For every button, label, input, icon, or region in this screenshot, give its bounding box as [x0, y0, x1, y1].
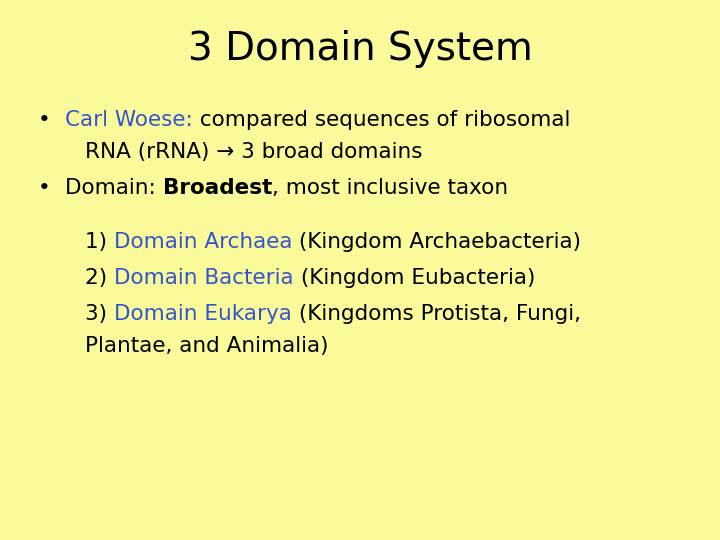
Text: 2): 2): [85, 268, 114, 288]
Text: 1): 1): [85, 232, 114, 252]
Text: Carl Woese:: Carl Woese:: [65, 110, 193, 130]
Text: Plantae, and Animalia): Plantae, and Animalia): [85, 336, 328, 356]
Text: (Kingdoms Protista, Fungi,: (Kingdoms Protista, Fungi,: [292, 304, 581, 324]
Text: Domain:: Domain:: [65, 178, 163, 198]
Text: compared sequences of ribosomal: compared sequences of ribosomal: [193, 110, 570, 130]
Text: Domain Archaea: Domain Archaea: [114, 232, 292, 252]
Text: RNA (rRNA) → 3 broad domains: RNA (rRNA) → 3 broad domains: [85, 142, 423, 162]
Text: Domain Eukarya: Domain Eukarya: [114, 304, 292, 324]
Text: , most inclusive taxon: , most inclusive taxon: [272, 178, 508, 198]
Text: (Kingdom Archaebacteria): (Kingdom Archaebacteria): [292, 232, 581, 252]
Text: 3): 3): [85, 304, 114, 324]
Text: •: •: [38, 178, 50, 198]
Text: •: •: [38, 110, 50, 130]
Text: (Kingdom Eubacteria): (Kingdom Eubacteria): [294, 268, 535, 288]
Text: Domain Bacteria: Domain Bacteria: [114, 268, 294, 288]
Text: Broadest: Broadest: [163, 178, 272, 198]
Text: 3 Domain System: 3 Domain System: [188, 30, 532, 68]
